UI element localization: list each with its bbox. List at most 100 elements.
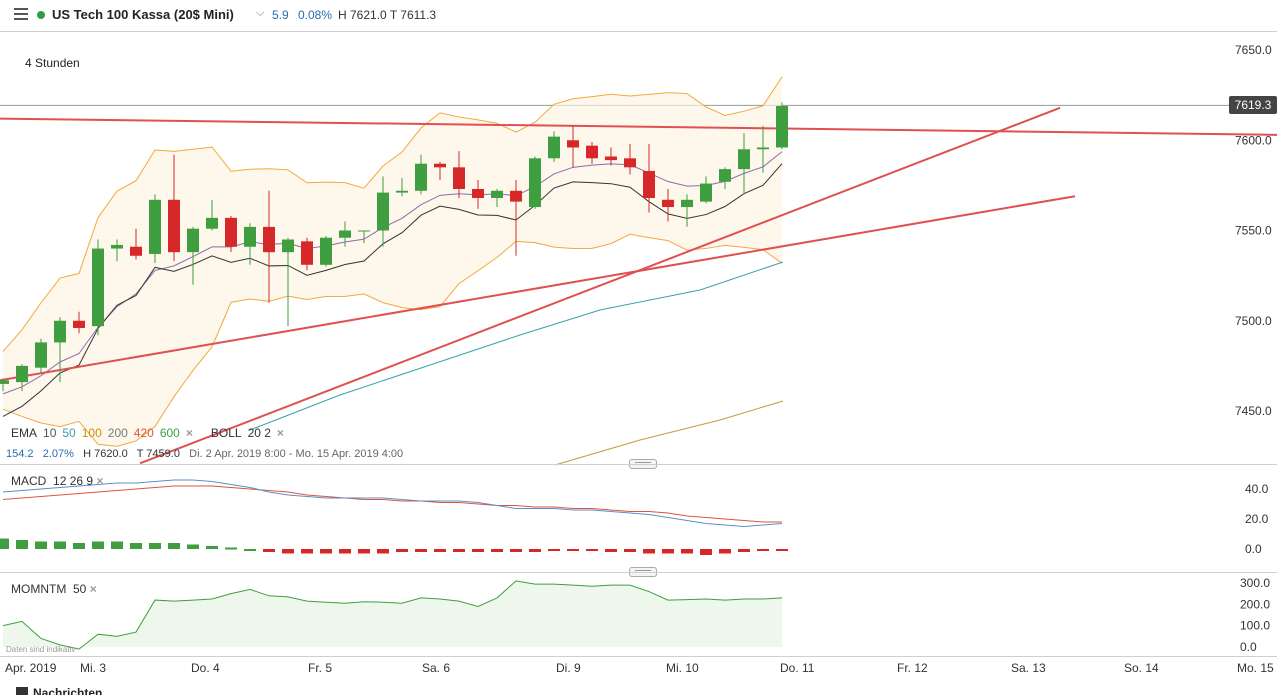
candle-body xyxy=(320,237,332,265)
date-tick-label: Fr. 12 xyxy=(897,661,928,675)
candle-body xyxy=(700,183,712,202)
macd-histogram-bar xyxy=(415,549,427,552)
macd-histogram-bar xyxy=(757,549,769,551)
macd-top-border xyxy=(0,464,1277,465)
candle-body xyxy=(339,230,351,238)
date-tick-label: Di. 9 xyxy=(556,661,581,675)
candle-body xyxy=(396,190,408,193)
macd-histogram-bar xyxy=(358,549,370,554)
candle-body xyxy=(624,158,636,168)
current-price-tag: 7619.3 xyxy=(1229,96,1277,114)
bollinger-upper-line xyxy=(2,76,783,352)
date-tick-label: Sa. 6 xyxy=(422,661,450,675)
candle-body xyxy=(548,136,560,159)
macd-label[interactable]: MACD xyxy=(11,474,47,488)
price-tick-label: 7550.0 xyxy=(1235,224,1272,238)
close-macd-icon[interactable]: × xyxy=(96,474,104,488)
macd-histogram-bar xyxy=(206,546,218,549)
macd-histogram-bar xyxy=(0,538,9,549)
macd-histogram-bar xyxy=(662,549,674,554)
range-change-pct: 2.07% xyxy=(42,448,74,460)
candle-body xyxy=(681,199,693,208)
news-tab[interactable]: Nachrichten xyxy=(16,686,102,695)
candle-body xyxy=(776,105,788,148)
macd-histogram-bar xyxy=(339,549,351,554)
candle-body xyxy=(491,190,503,199)
macd-histogram-bar xyxy=(149,543,161,549)
candle-body xyxy=(662,199,674,208)
momentum-tick-label: 200.0 xyxy=(1240,597,1270,611)
bollinger-lower-line xyxy=(2,233,783,447)
macd-histogram-bar xyxy=(377,549,389,554)
top-bar: US Tech 100 Kassa (20$ Mini) ⌵ 5.9 0.08%… xyxy=(0,0,1277,30)
candle-body xyxy=(434,163,446,168)
macd-histogram-bar xyxy=(396,549,408,552)
macd-histogram-bar xyxy=(681,549,693,554)
interval-label[interactable]: 4 Stunden xyxy=(25,56,80,70)
macd-histogram-bar xyxy=(282,549,294,554)
momentum-top-border xyxy=(0,572,1277,573)
ema-label[interactable]: EMA xyxy=(11,426,38,440)
market-status-icon xyxy=(37,11,45,19)
candle-body xyxy=(206,217,218,229)
price-tick-label: 7600.0 xyxy=(1235,133,1272,147)
macd-histogram-bar xyxy=(472,549,484,552)
candle-body xyxy=(586,145,598,159)
close-ema-icon[interactable]: × xyxy=(185,426,193,440)
candle-body xyxy=(358,230,370,232)
data-note: Daten sind indikativ xyxy=(6,645,76,654)
date-tick-label: Do. 11 xyxy=(780,661,815,675)
candle-body xyxy=(0,380,9,384)
macd-histogram-bar xyxy=(491,549,503,552)
macd-params: 12 26 9 xyxy=(53,474,94,488)
range-stats: 154.2 2.07% H 7620.0 T 7459.0 Di. 2 Apr.… xyxy=(6,448,403,460)
macd-histogram-bar xyxy=(16,540,28,549)
instrument-title[interactable]: US Tech 100 Kassa (20$ Mini) xyxy=(52,7,234,22)
macd-tick-label: 20.0 xyxy=(1245,512,1269,526)
price-change: 5.9 xyxy=(272,8,289,22)
macd-legend: MACD 12 26 9 × xyxy=(11,474,103,488)
macd-histogram-bar xyxy=(35,541,47,549)
macd-histogram-bar xyxy=(168,543,180,549)
momentum-params: 50 xyxy=(73,582,87,596)
macd-histogram-bar xyxy=(73,543,85,549)
ema-period: 420 xyxy=(133,426,154,440)
candle-body xyxy=(472,188,484,199)
boll-label[interactable]: BOLL xyxy=(210,426,242,440)
date-tick-label: Fr. 5 xyxy=(308,661,332,675)
macd-histogram-bar xyxy=(263,549,275,552)
menu-icon[interactable] xyxy=(14,8,28,20)
candle-body xyxy=(757,147,769,150)
momentum-label[interactable]: MOMNTM xyxy=(11,582,67,596)
candle-body xyxy=(453,167,465,189)
candle-body xyxy=(510,190,522,202)
macd-histogram-bar xyxy=(605,549,617,552)
macd-histogram-bar xyxy=(92,541,104,549)
price-tick-label: 7500.0 xyxy=(1235,314,1272,328)
candle-body xyxy=(738,149,750,170)
ema-50-line xyxy=(249,261,784,431)
close-momentum-icon[interactable]: × xyxy=(89,582,97,596)
macd-histogram-bar xyxy=(700,549,712,555)
candle-body xyxy=(282,239,294,253)
bollinger-band-fill xyxy=(3,76,782,447)
chart-top-border xyxy=(0,31,1277,32)
candle-body xyxy=(719,169,731,182)
momentum-line xyxy=(2,580,783,650)
candle-body xyxy=(377,192,389,231)
close-boll-icon[interactable]: × xyxy=(276,426,284,440)
ema-period: 600 xyxy=(159,426,180,440)
date-tick-label: Mi. 10 xyxy=(666,661,699,675)
date-tick-label: So. 14 xyxy=(1124,661,1159,675)
macd-histogram-bar xyxy=(624,549,636,552)
indicator-legend: EMA 10 50 100 200 420 600 × BOLL 20 2 × xyxy=(11,426,284,440)
macd-histogram-bar xyxy=(776,549,788,551)
trendline xyxy=(0,195,1076,382)
trendline xyxy=(0,117,1277,136)
price-tick-label: 7650.0 xyxy=(1235,43,1272,57)
chevron-down-icon[interactable]: ⌵ xyxy=(256,7,265,19)
candle-body xyxy=(54,320,66,343)
candle-body xyxy=(73,320,85,328)
candle-body xyxy=(111,244,123,249)
